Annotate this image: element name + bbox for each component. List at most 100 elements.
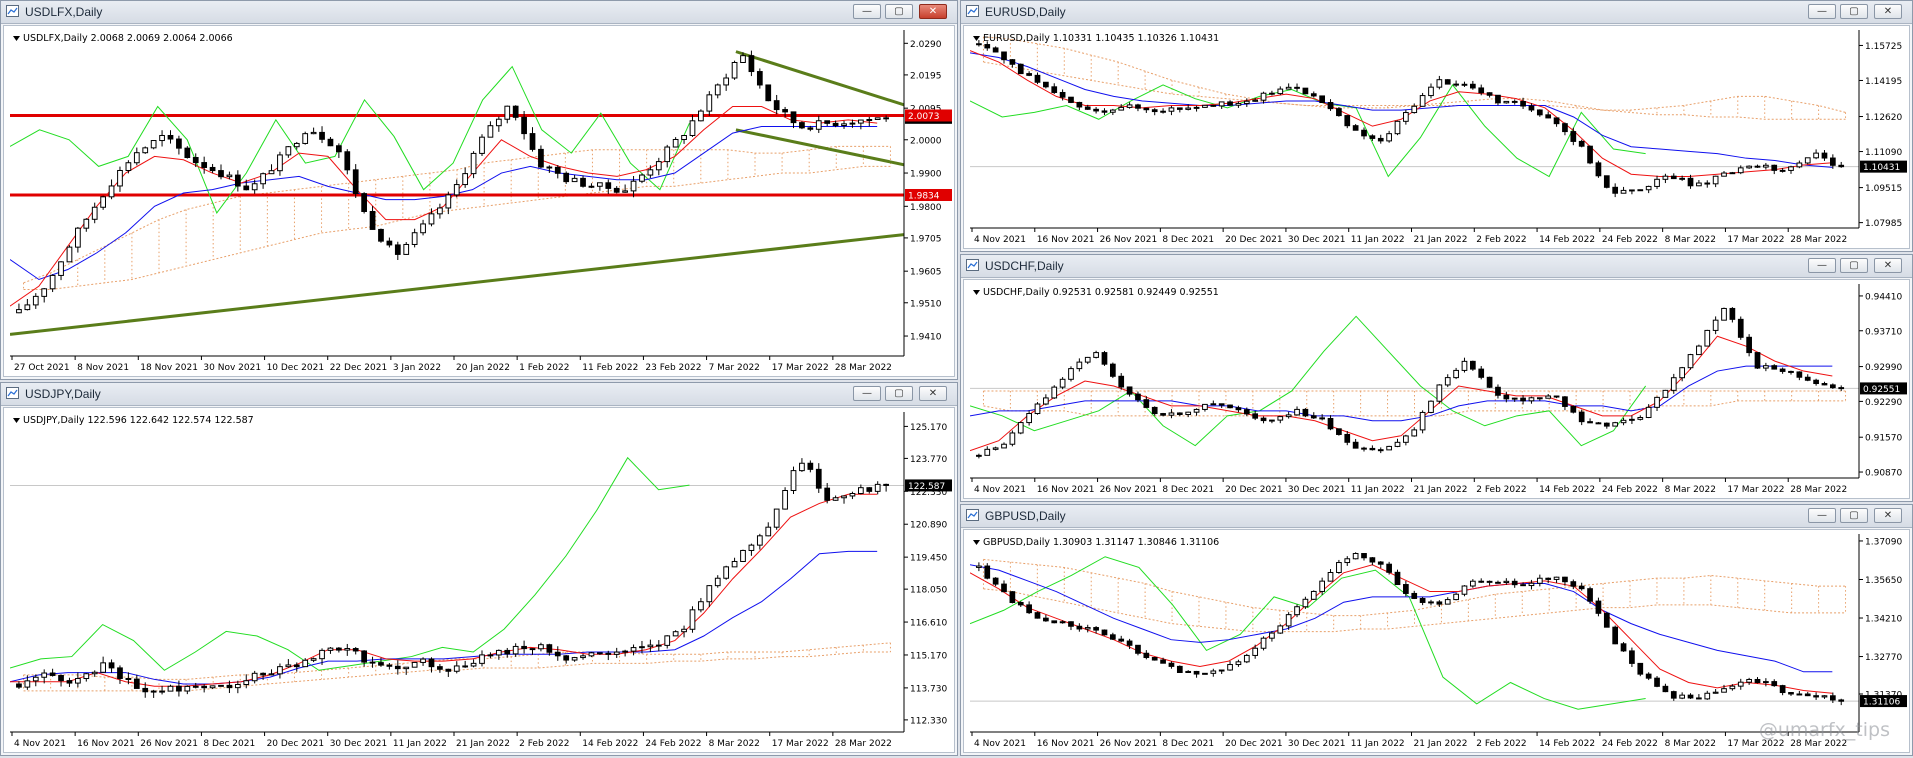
- candle-body: [142, 687, 149, 693]
- candle-body: [765, 84, 772, 102]
- candle-body: [647, 644, 654, 648]
- candle-body: [386, 240, 393, 246]
- price-label-text: 1.10431: [1863, 163, 1900, 173]
- price-chart[interactable]: 125.170 123.770 122.330 120.890 119.450 118.0…: [4, 408, 954, 754]
- restore-icon[interactable]: ▢: [1840, 508, 1868, 523]
- chikou-span-line: [970, 556, 1646, 710]
- window-titlebar[interactable]: EURUSD,Daily — ▢ ✕: [961, 1, 1912, 24]
- window-usdchf[interactable]: USDCHF,Daily — ▢ ✕ 0.94410 0.93710 0.92990…: [960, 254, 1913, 502]
- window-title: USDJPY,Daily: [25, 387, 101, 401]
- candle-body: [1469, 360, 1476, 370]
- candle-body: [1662, 389, 1669, 398]
- price-chart[interactable]: 0.94410 0.93710 0.92990 0.92290 0.91570 0.908…: [964, 280, 1909, 500]
- candle-body: [807, 462, 814, 470]
- price-tick-label: 1.12620: [1865, 113, 1902, 123]
- window-titlebar[interactable]: GBPUSD,Daily — ▢ ✕: [961, 505, 1912, 528]
- candle-body: [1160, 659, 1166, 664]
- candle-body: [1746, 165, 1752, 169]
- restore-icon[interactable]: ▢: [1840, 4, 1868, 19]
- restore-icon[interactable]: ▢: [885, 4, 913, 19]
- candle-body: [992, 47, 999, 53]
- minimize-icon[interactable]: —: [853, 4, 881, 19]
- window-titlebar[interactable]: USDLFX,Daily — ▢ ✕: [1, 1, 957, 24]
- window-usdlfx[interactable]: USDLFX,Daily — ▢ ✕ 2.02902.01952.00952.0…: [0, 0, 958, 380]
- candle-body: [1068, 368, 1074, 380]
- candle-body: [1704, 692, 1711, 700]
- candle-body: [1336, 562, 1342, 573]
- candle-body: [1562, 576, 1568, 583]
- chart-area[interactable]: 0.94410 0.93710 0.92990 0.92290 0.91570 0.908…: [963, 279, 1910, 499]
- candle-body: [630, 647, 637, 652]
- window-gbpusd[interactable]: GBPUSD,Daily — ▢ ✕ 1.37090 1.35650 1.34210…: [960, 504, 1913, 756]
- candle-body: [1486, 580, 1493, 583]
- window-usdjpy[interactable]: USDJPY,Daily — ▢ ✕ 125.170 123.770 122.330…: [0, 382, 958, 756]
- window-eurusd[interactable]: EURUSD,Daily — ▢ ✕ 1.15725 1.14195 1.12620…: [960, 0, 1913, 252]
- window-titlebar[interactable]: USDJPY,Daily — ▢ ✕: [1, 383, 957, 406]
- candle-body: [41, 672, 48, 678]
- time-tick-label: 17 Mar 2022: [1727, 235, 1784, 245]
- price-tick-label: 116.610: [910, 619, 947, 629]
- candle-body: [1528, 105, 1535, 111]
- candle-body: [580, 177, 586, 187]
- candle-body: [1679, 367, 1686, 379]
- price-chart[interactable]: 2.02902.01952.00952.00001.99001.98001.97…: [4, 26, 954, 378]
- minimize-icon[interactable]: —: [1808, 258, 1836, 273]
- candle-body: [159, 134, 165, 142]
- time-tick-label: 30 Dec 2021: [1288, 485, 1346, 495]
- candle-body: [1277, 416, 1284, 421]
- candle-body: [1118, 106, 1125, 111]
- time-tick-label: 16 Nov 2021: [77, 739, 135, 749]
- candle-body: [1168, 107, 1175, 112]
- price-tick-label: 123.770: [910, 455, 947, 465]
- window-titlebar[interactable]: USDCHF,Daily — ▢ ✕: [961, 255, 1912, 278]
- minimize-icon[interactable]: —: [1808, 508, 1836, 523]
- candle-body: [1444, 79, 1451, 85]
- close-icon[interactable]: ✕: [919, 386, 947, 401]
- candle-body: [1386, 445, 1392, 451]
- candle-body: [588, 185, 595, 188]
- senkou-span-a: [983, 36, 1846, 113]
- price-chart[interactable]: 1.15725 1.14195 1.12620 1.11090 1.09515 1.079…: [964, 26, 1909, 250]
- time-tick-label: 18 Nov 2021: [140, 363, 198, 373]
- symbol-menu-triangle-icon: [973, 290, 980, 295]
- candle-body: [1536, 109, 1543, 116]
- candle-body: [1017, 602, 1024, 606]
- candle-body: [83, 218, 90, 229]
- minimize-icon[interactable]: —: [1808, 4, 1836, 19]
- minimize-icon[interactable]: —: [853, 386, 881, 401]
- chart-area[interactable]: 1.15725 1.14195 1.12620 1.11090 1.09515 1.079…: [963, 25, 1910, 249]
- close-icon[interactable]: ✕: [1874, 4, 1902, 19]
- restore-icon[interactable]: ▢: [885, 386, 913, 401]
- candle-body: [1310, 415, 1317, 419]
- price-chart[interactable]: 1.370901.356501.342101.327701.313701.311…: [964, 530, 1909, 754]
- candle-body: [1704, 182, 1711, 185]
- chikou-span-line: [970, 315, 1647, 447]
- candle-body: [462, 173, 469, 186]
- trendline: [735, 50, 904, 107]
- chart-area[interactable]: 1.370901.356501.342101.327701.313701.311…: [963, 529, 1910, 753]
- chart-area[interactable]: 2.02902.01952.00952.00001.99001.98001.97…: [3, 25, 955, 377]
- candle-body: [1068, 96, 1074, 103]
- senkou-span-a: [23, 145, 891, 284]
- price-tick-label: 125.170: [910, 423, 947, 433]
- candle-body: [1562, 396, 1568, 407]
- time-tick-label: 28 Mar 2022: [1790, 739, 1847, 749]
- chart-window-icon: [966, 509, 979, 521]
- price-tick-label: 115.170: [910, 651, 947, 661]
- close-icon[interactable]: ✕: [1874, 258, 1902, 273]
- candle-body: [1838, 387, 1845, 390]
- candle-body: [1176, 412, 1183, 415]
- restore-icon[interactable]: ▢: [1840, 258, 1868, 273]
- candle-body: [1143, 399, 1150, 408]
- close-icon[interactable]: ✕: [919, 4, 947, 19]
- candle-body: [857, 119, 864, 124]
- plot-layer: [970, 552, 1859, 710]
- candle-body: [1034, 612, 1041, 619]
- candle-body: [731, 61, 738, 79]
- candle-body: [1553, 395, 1560, 398]
- candle-body: [1729, 172, 1736, 175]
- chart-area[interactable]: 125.170 123.770 122.330 120.890 119.450 118.0…: [3, 407, 955, 753]
- close-icon[interactable]: ✕: [1874, 508, 1902, 523]
- candle-body: [563, 655, 570, 661]
- candle-body: [1093, 627, 1099, 631]
